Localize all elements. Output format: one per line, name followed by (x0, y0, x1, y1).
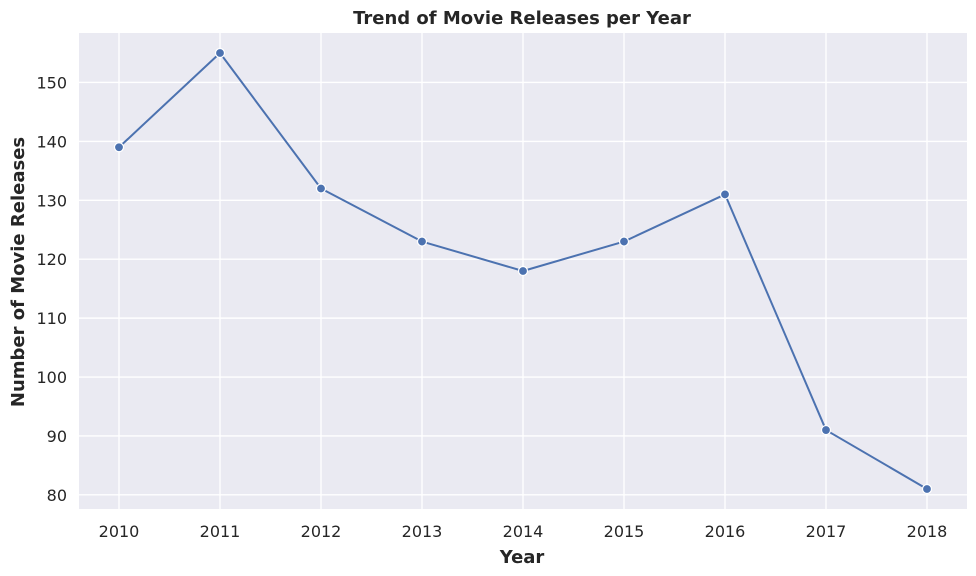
data-point (618, 236, 630, 247)
x-tick-label: 2016 (705, 522, 746, 541)
x-tick-label: 2014 (503, 522, 544, 541)
y-tick-label: 80 (47, 486, 67, 505)
y-tick-label: 130 (36, 191, 67, 210)
x-tick-label: 2012 (301, 522, 342, 541)
data-point (113, 142, 125, 153)
x-tick-label: 2010 (99, 522, 140, 541)
x-tick-label: 2011 (200, 522, 241, 541)
data-points (113, 47, 933, 495)
chart-title: Trend of Movie Releases per Year (353, 8, 691, 29)
y-tick-label: 150 (36, 73, 67, 92)
y-axis-label: Number of Movie Releases (8, 137, 29, 407)
data-point (719, 189, 731, 200)
data-point (315, 183, 327, 194)
data-point (214, 47, 226, 59)
x-tick-label: 2018 (907, 522, 948, 541)
data-point (820, 424, 832, 436)
y-tick-label: 110 (36, 309, 67, 328)
y-tick-label: 100 (36, 368, 67, 387)
x-tick-label: 2015 (604, 522, 645, 541)
x-tick-label: 2017 (806, 522, 847, 541)
y-tick-label: 120 (36, 250, 67, 269)
x-axis-label: Year (499, 547, 545, 568)
grid-lines (79, 33, 967, 509)
data-point (416, 236, 428, 247)
x-tick-label: 2013 (402, 522, 443, 541)
data-point (517, 265, 529, 277)
data-point (921, 483, 933, 495)
y-tick-label: 90 (47, 427, 67, 446)
y-tick-label: 140 (36, 132, 67, 151)
x-axis-ticks: 2010 2011 2012 2013 2014 2015 2016 2017 2018 (99, 522, 948, 541)
y-axis-ticks: 80 90 100 110 120 130 140 150 (36, 73, 67, 504)
